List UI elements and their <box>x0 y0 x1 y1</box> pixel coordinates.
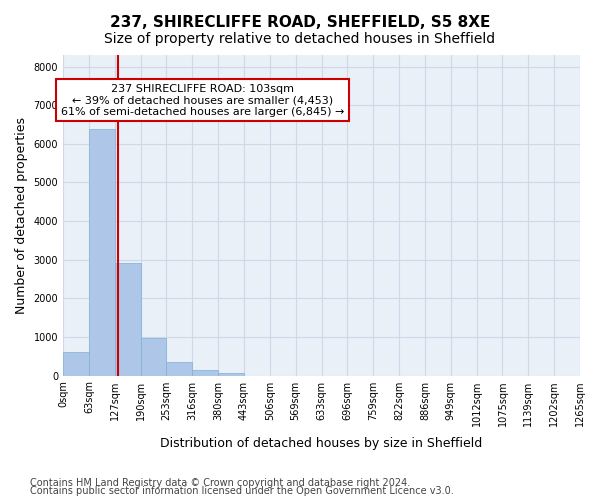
Bar <box>115 263 140 376</box>
Bar <box>218 373 244 376</box>
Text: Contains HM Land Registry data © Crown copyright and database right 2024.: Contains HM Land Registry data © Crown c… <box>30 478 410 488</box>
Bar <box>166 362 192 376</box>
Bar <box>63 352 89 376</box>
Text: 237 SHIRECLIFFE ROAD: 103sqm
← 39% of detached houses are smaller (4,453)
61% of: 237 SHIRECLIFFE ROAD: 103sqm ← 39% of de… <box>61 84 344 117</box>
Bar <box>89 129 115 376</box>
Text: Contains public sector information licensed under the Open Government Licence v3: Contains public sector information licen… <box>30 486 454 496</box>
Bar <box>140 338 166 376</box>
Text: 237, SHIRECLIFFE ROAD, SHEFFIELD, S5 8XE: 237, SHIRECLIFFE ROAD, SHEFFIELD, S5 8XE <box>110 15 490 30</box>
Bar <box>192 370 218 376</box>
X-axis label: Distribution of detached houses by size in Sheffield: Distribution of detached houses by size … <box>160 437 482 450</box>
Text: Size of property relative to detached houses in Sheffield: Size of property relative to detached ho… <box>104 32 496 46</box>
Y-axis label: Number of detached properties: Number of detached properties <box>15 117 28 314</box>
